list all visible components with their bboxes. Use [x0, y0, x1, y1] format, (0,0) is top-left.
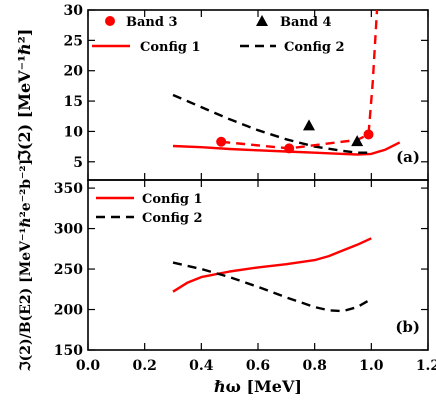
- y-tick-label: 15: [64, 94, 83, 110]
- y-tick-label: 10: [64, 124, 84, 140]
- x-tick-label: 1.2: [416, 358, 436, 374]
- panel-b: 150 200 250 300 350 0.0 0.2 0.4 0.6 0.8 1.0 1.2 Conf…: [54, 179, 436, 374]
- legend-marker: [105, 16, 115, 26]
- y-tick-label: 350: [54, 181, 83, 197]
- legend-label: Config 1: [140, 40, 201, 55]
- panel-a: 5 10 15 20 25 30 Band 3 Band 4 Config 1 Config 2: [64, 3, 429, 181]
- x-axis-label: ℏω [MeV]: [214, 377, 302, 396]
- data-point: [284, 143, 295, 154]
- plot-frame: [87, 179, 429, 351]
- series-line: [172, 261, 372, 313]
- x-tick-label: 0.6: [246, 358, 270, 374]
- data-point: [351, 135, 364, 147]
- y-tick-label: 30: [64, 3, 84, 19]
- x-tick-label: 0.8: [302, 358, 326, 374]
- x-tick-label: 0.4: [189, 358, 214, 374]
- data-point: [303, 119, 315, 131]
- data-point: [216, 136, 227, 147]
- series-line: [172, 93, 372, 154]
- legend-label: Config 1: [142, 192, 203, 207]
- legend-label: Config 2: [142, 211, 203, 226]
- y-tick-label: 300: [54, 222, 83, 238]
- y-tick-label: 5: [73, 155, 83, 171]
- x-tick-label: 1.0: [359, 358, 384, 374]
- x-tick-label: 0.2: [132, 358, 156, 374]
- panel-label-b: (b): [395, 318, 420, 336]
- legend-label: Band 3: [126, 15, 178, 30]
- y-tick-label: 150: [54, 343, 83, 359]
- x-tick-label: 0.0: [76, 358, 101, 374]
- legend-label: Config 2: [284, 40, 345, 55]
- series-line: [172, 237, 372, 293]
- series-line: [221, 10, 379, 150]
- y-axis-label-a: ℑ(2) [MeV⁻¹ℏ²]: [15, 29, 34, 163]
- y-tick-label: 25: [64, 33, 83, 49]
- plot-frame: [87, 9, 429, 181]
- y-tick-label: 250: [54, 262, 83, 278]
- data-point: [363, 129, 374, 140]
- legend-marker: [256, 15, 268, 26]
- y-axis-label-b: ℑ(2)/B(E2) [MeV⁻¹ℏ²e⁻²b⁻²]: [18, 159, 34, 372]
- y-tick-label: 20: [64, 64, 84, 80]
- legend-label: Band 4: [280, 15, 332, 30]
- panel-label-a: (a): [396, 148, 420, 166]
- series-line: [172, 141, 401, 156]
- y-tick-label: 200: [54, 303, 83, 319]
